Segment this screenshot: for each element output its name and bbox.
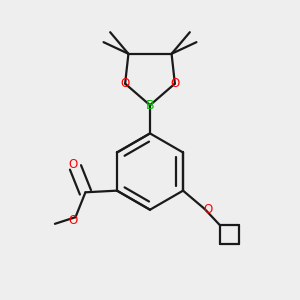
Text: O: O [203, 203, 213, 216]
Text: O: O [170, 77, 179, 90]
Text: O: O [121, 77, 130, 90]
Text: O: O [68, 158, 77, 171]
Text: O: O [68, 214, 77, 227]
Text: B: B [146, 99, 154, 112]
